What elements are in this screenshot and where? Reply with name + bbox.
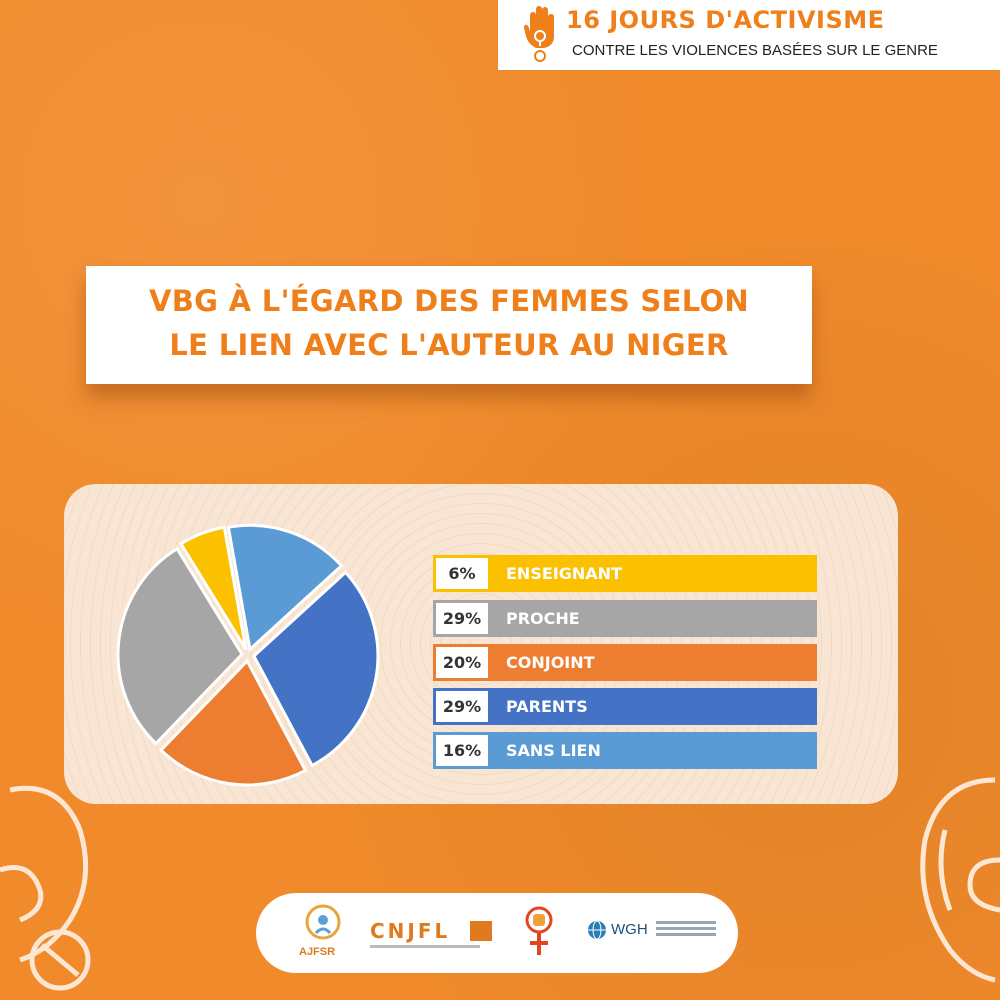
cnjfl-tagline-bar (370, 945, 480, 948)
pie-slice-proche (116, 546, 244, 746)
legend-percent: 20% (436, 647, 488, 678)
legend-percent: 29% (436, 691, 488, 722)
wgh-tagline (656, 921, 716, 943)
legend-percent: 6% (436, 558, 488, 589)
legend-item-enseignant: 6% ENSEIGNANT (433, 555, 817, 592)
ajfsr-label: AJFSR (299, 946, 336, 958)
legend-label: ENSEIGNANT (506, 564, 622, 583)
pie-slice-conjoint (158, 658, 308, 787)
chart-title-line-1: VBG À L'ÉGARD DES FEMMES SELON (149, 284, 749, 318)
legend-label: PROCHE (506, 609, 580, 628)
campaign-banner: 16 JOURS D'ACTIVISME CONTRE LES VIOLENCE… (498, 0, 1000, 70)
globe-icon (588, 920, 606, 940)
pie-slice-enseignant (178, 525, 248, 651)
ajfsr-logo-icon (305, 904, 341, 940)
sponsor-bar: AJFSR CNJFL WGH (256, 893, 738, 973)
legend-label: CONJOINT (506, 653, 595, 672)
cnjfl-label: CNJFL (370, 919, 451, 943)
legend-percent: 16% (436, 735, 488, 766)
legend-label: SANS LIEN (506, 741, 601, 760)
legend-item-conjoint: 20% CONJOINT (433, 644, 817, 681)
wgh-label: WGH (611, 921, 648, 938)
pie-slice-sans-lien (226, 523, 344, 653)
legend-item-parents: 29% PARENTS (433, 688, 817, 725)
legend-percent: 29% (436, 603, 488, 634)
legend-item-proche: 29% PROCHE (433, 600, 817, 637)
chart-title-line-2: LE LIEN AVEC L'AUTEUR AU NIGER (169, 328, 729, 362)
cnjfl-emblem-icon (470, 921, 492, 941)
feminist-fist-icon (525, 906, 553, 955)
legend-label: PARENTS (506, 697, 588, 716)
pie-slice-parents (252, 570, 380, 768)
decorative-face-right (920, 777, 1000, 983)
chart-title-card: VBG À L'ÉGARD DES FEMMES SELON LE LIEN A… (86, 266, 812, 384)
raised-hand-icon (524, 6, 554, 62)
decorative-face-left (0, 785, 91, 991)
campaign-subtitle: CONTRE LES VIOLENCES BASÉES SUR LE GENRE (572, 42, 938, 59)
legend-item-sans-lien: 16% SANS LIEN (433, 732, 817, 769)
campaign-title: 16 JOURS D'ACTIVISME (566, 6, 885, 34)
